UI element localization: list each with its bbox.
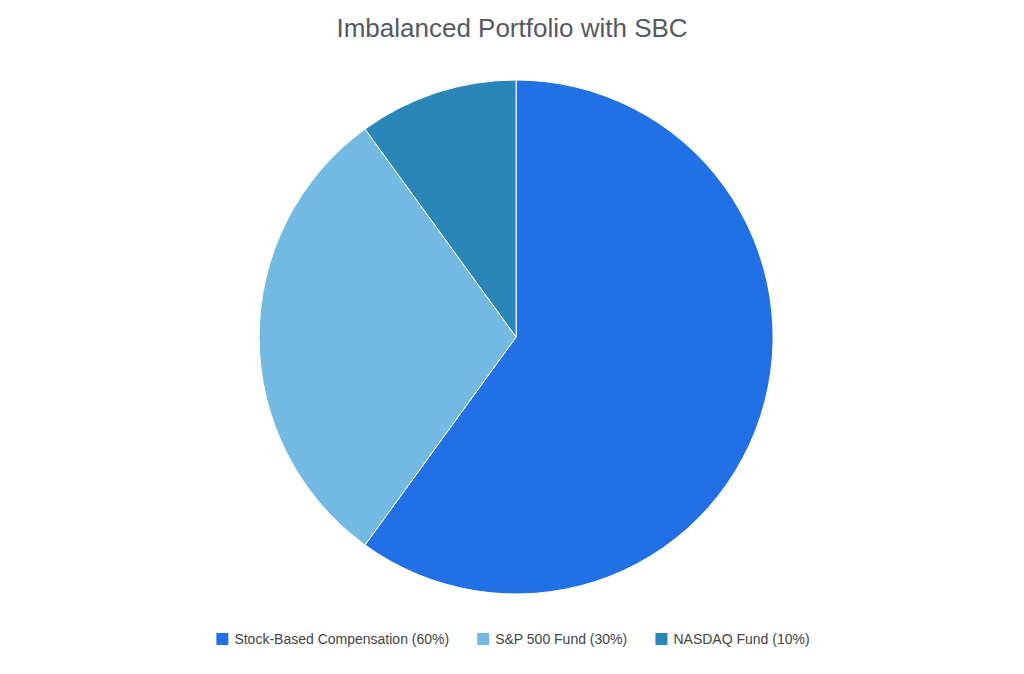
svg-text:NASDAQ Fund (10%): NASDAQ Fund (10%) bbox=[673, 631, 809, 647]
svg-text:Stock-Based Compensation (60%): Stock-Based Compensation (60%) bbox=[234, 631, 449, 647]
svg-text:S&P 500 Fund (30%): S&P 500 Fund (30%) bbox=[495, 631, 627, 647]
svg-text:Imbalanced Portfolio with SBC: Imbalanced Portfolio with SBC bbox=[336, 13, 687, 43]
